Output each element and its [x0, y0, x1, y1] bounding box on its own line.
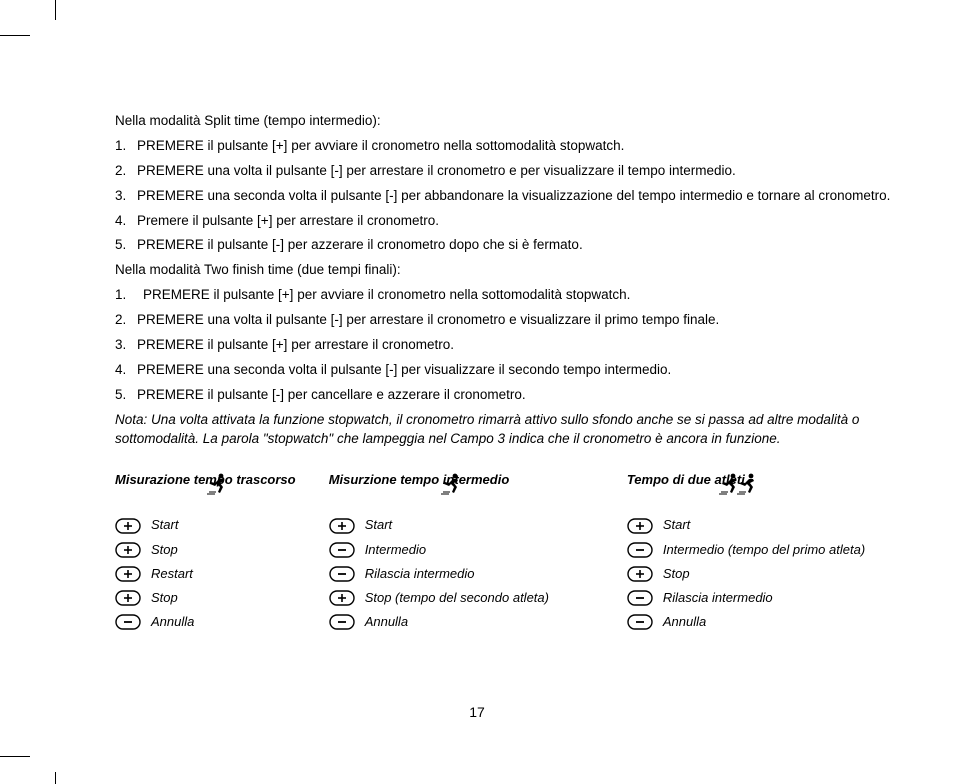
step-row: Stop [115, 589, 329, 607]
list-text: PREMERE il pulsante [-] per azzerare il … [137, 236, 925, 255]
step-row: Stop (tempo del secondo atleta) [329, 589, 627, 607]
list-item: 3.PREMERE una seconda volta il pulsante … [115, 187, 925, 206]
minus-button-icon [329, 614, 355, 630]
step-label: Rilascia intermedio [663, 589, 773, 607]
step-label: Start [151, 516, 178, 534]
step-row: Annulla [115, 613, 329, 631]
runner-icon [205, 472, 229, 500]
list-number: 2. [115, 311, 137, 330]
list-number: 1. [115, 137, 137, 156]
list-number: 1. [115, 286, 143, 305]
list-item: 3.PREMERE il pulsante [+] per arrestare … [115, 336, 925, 355]
list-number: 5. [115, 236, 137, 255]
page-number: 17 [0, 704, 954, 720]
plus-button-icon [329, 518, 355, 534]
step-label: Annulla [365, 613, 408, 631]
steps-list: Start Intermedio Rilascia intermedio Stop (… [329, 516, 627, 631]
step-label: Annulla [151, 613, 194, 631]
list-item: 2.PREMERE una volta il pulsante [-] per … [115, 162, 925, 181]
list-text: PREMERE il pulsante [-] per cancellare e… [137, 386, 925, 405]
mode-tables: Misurazione tempo trascorso Start Stop Rest… [115, 472, 925, 637]
step-label: Annulla [663, 613, 706, 631]
list-text: Premere il pulsante [+] per arrestare il… [137, 212, 925, 231]
list-item: 4.PREMERE una seconda volta il pulsante … [115, 361, 925, 380]
step-label: Intermedio [365, 541, 426, 559]
step-row: Stop [627, 565, 925, 583]
list-item: 1.PREMERE il pulsante [+] per avviare il… [115, 286, 925, 305]
page-content: Nella modalità Split time (tempo interme… [115, 112, 925, 637]
step-label: Stop (tempo del secondo atleta) [365, 589, 549, 607]
list-number: 3. [115, 187, 137, 206]
split-time-intro: Nella modalità Split time (tempo interme… [115, 112, 925, 131]
mode-column: Misurazione tempo trascorso Start Stop Rest… [115, 472, 329, 637]
list-text: PREMERE una volta il pulsante [-] per ar… [137, 311, 925, 330]
list-text: PREMERE una seconda volta il pulsante [-… [137, 361, 925, 380]
step-label: Intermedio (tempo del primo atleta) [663, 541, 865, 559]
minus-button-icon [627, 590, 653, 606]
step-label: Stop [151, 589, 178, 607]
plus-button-icon [115, 566, 141, 582]
step-row: Start [115, 516, 329, 534]
step-row: Stop [115, 541, 329, 559]
column-title: Misurazione tempo trascorso [115, 472, 329, 506]
plus-button-icon [329, 590, 355, 606]
step-row: Intermedio [329, 541, 627, 559]
list-item: 2.PREMERE una volta il pulsante [-] per … [115, 311, 925, 330]
minus-button-icon [627, 614, 653, 630]
mode-column: Misurzione tempo intermedio Start Intermed… [329, 472, 627, 637]
step-row: Intermedio (tempo del primo atleta) [627, 541, 925, 559]
plus-button-icon [115, 518, 141, 534]
split-time-list: 1.PREMERE il pulsante [+] per avviare il… [115, 137, 925, 255]
step-row: Rilascia intermedio [329, 565, 627, 583]
plus-button-icon [115, 590, 141, 606]
list-number: 5. [115, 386, 137, 405]
two-finish-intro: Nella modalità Two finish time (due temp… [115, 261, 925, 280]
step-row: Restart [115, 565, 329, 583]
list-number: 4. [115, 212, 137, 231]
note-text: Nota: Una volta attivata la funzione sto… [115, 411, 925, 449]
steps-list: Start Stop Restart Stop Annulla [115, 516, 329, 631]
minus-button-icon [627, 542, 653, 558]
minus-button-icon [329, 542, 355, 558]
list-text: PREMERE una volta il pulsante [-] per ar… [137, 162, 925, 181]
list-number: 3. [115, 336, 137, 355]
column-title: Tempo di due atleti [627, 472, 925, 506]
minus-button-icon [329, 566, 355, 582]
list-number: 4. [115, 361, 137, 380]
manual-page: Nella modalità Split time (tempo interme… [0, 0, 954, 784]
list-number: 2. [115, 162, 137, 181]
list-text: PREMERE il pulsante [+] per avviare il c… [143, 286, 925, 305]
step-label: Restart [151, 565, 193, 583]
steps-list: Start Intermedio (tempo del primo atleta)… [627, 516, 925, 631]
list-text: PREMERE il pulsante [+] per avviare il c… [137, 137, 925, 156]
list-item: 4.Premere il pulsante [+] per arrestare … [115, 212, 925, 231]
step-label: Stop [663, 565, 690, 583]
two-finish-list: 1.PREMERE il pulsante [+] per avviare il… [115, 286, 925, 404]
list-item: 1.PREMERE il pulsante [+] per avviare il… [115, 137, 925, 156]
runner-icon [717, 472, 759, 500]
step-row: Annulla [627, 613, 925, 631]
list-item: 5.PREMERE il pulsante [-] per cancellare… [115, 386, 925, 405]
list-text: PREMERE il pulsante [+] per arrestare il… [137, 336, 925, 355]
runner-icon [439, 472, 463, 500]
minus-button-icon [115, 614, 141, 630]
column-title: Misurzione tempo intermedio [329, 472, 627, 506]
step-label: Start [365, 516, 392, 534]
step-label: Start [663, 516, 690, 534]
plus-button-icon [627, 518, 653, 534]
step-row: Annulla [329, 613, 627, 631]
step-row: Start [329, 516, 627, 534]
list-item: 5.PREMERE il pulsante [-] per azzerare i… [115, 236, 925, 255]
step-label: Rilascia intermedio [365, 565, 475, 583]
list-text: PREMERE una seconda volta il pulsante [-… [137, 187, 925, 206]
plus-button-icon [627, 566, 653, 582]
plus-button-icon [115, 542, 141, 558]
step-row: Rilascia intermedio [627, 589, 925, 607]
step-row: Start [627, 516, 925, 534]
step-label: Stop [151, 541, 178, 559]
mode-column: Tempo di due atleti Start Intermedio (temp… [627, 472, 925, 637]
